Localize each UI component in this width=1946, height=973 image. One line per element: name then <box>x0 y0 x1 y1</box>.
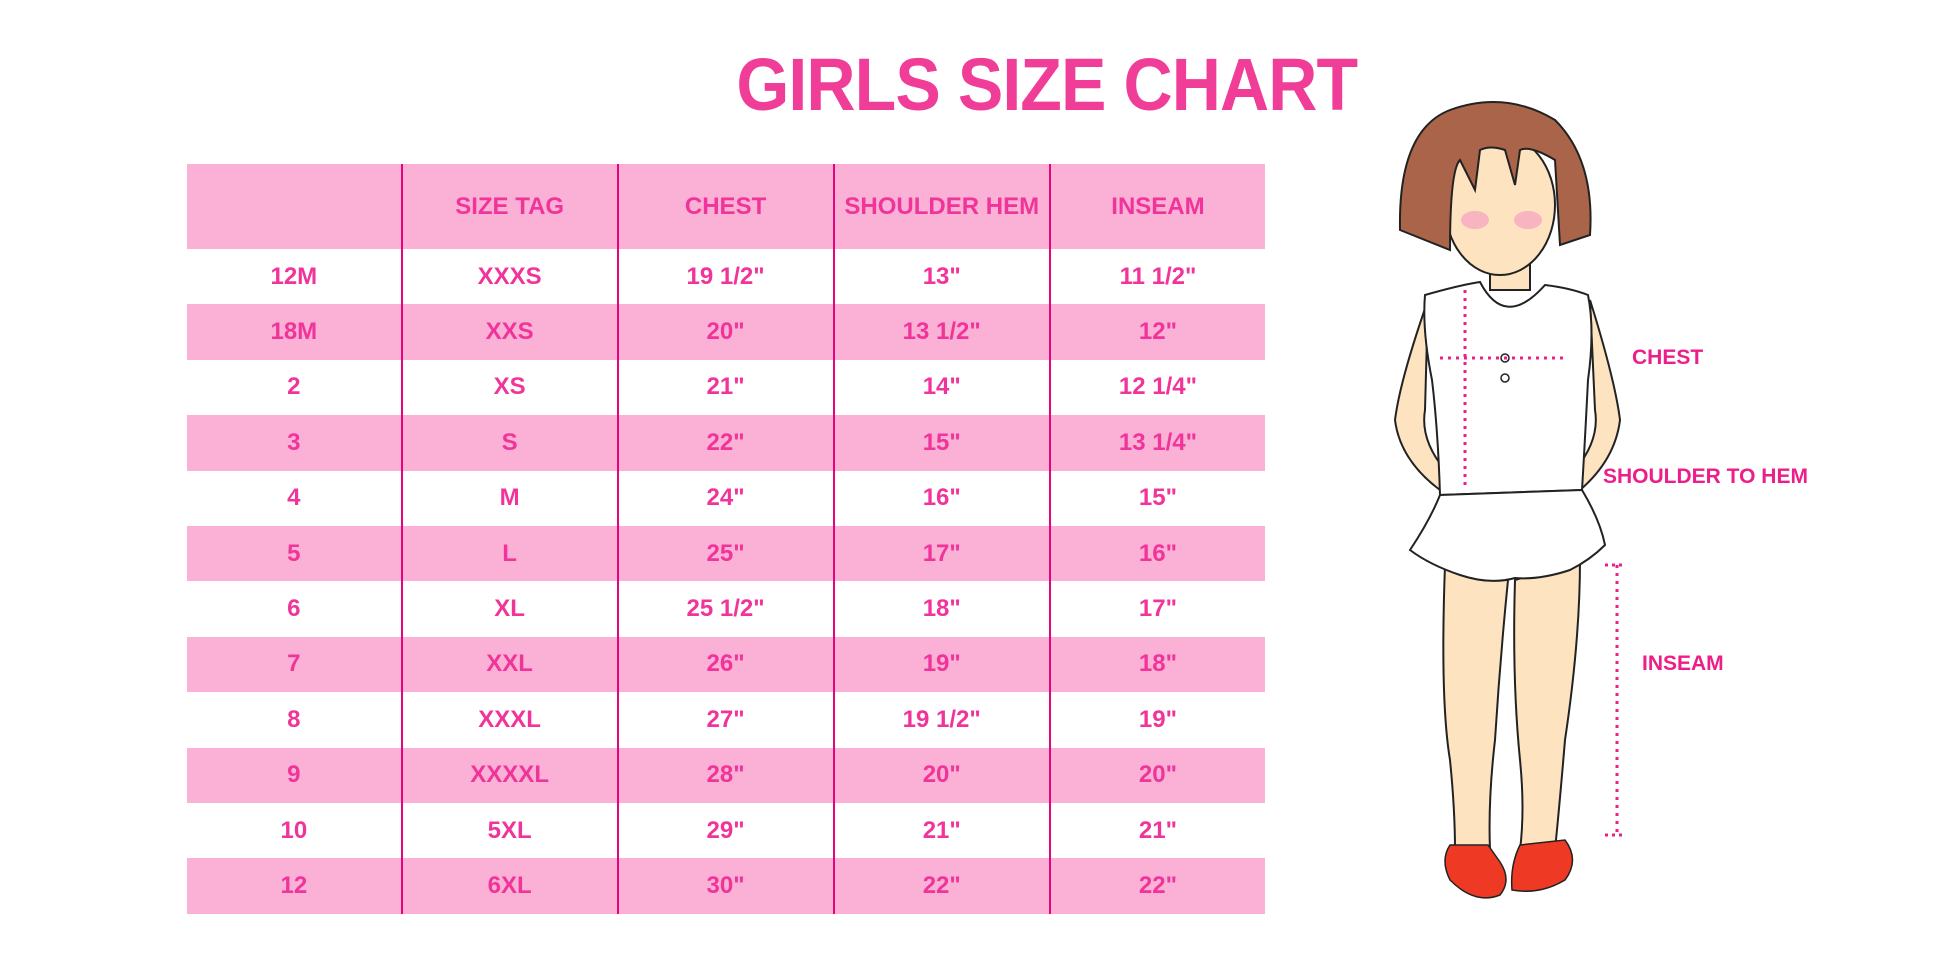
table-cell: 19" <box>832 636 1050 693</box>
table-cell: 5 <box>187 525 402 582</box>
table-cell: 26" <box>616 636 834 693</box>
column-header: SHOULDER HEM <box>832 164 1050 249</box>
table-cell: 19 1/2" <box>616 249 834 305</box>
table-cell: 29" <box>616 802 834 859</box>
table-cell: 8 <box>287 705 301 733</box>
table-row: 10 5XL 29" 21" 21" <box>187 802 1265 859</box>
table-cell: XXXL <box>400 692 618 748</box>
table-cell: XL <box>400 581 618 637</box>
table-cell: 4 <box>287 484 301 512</box>
table-cell: 15" <box>832 415 1050 471</box>
table-row: 18M XXS 20" 13 1/2" 12" <box>187 304 1265 360</box>
table-cell: 12" <box>1048 304 1265 360</box>
table-cell: 30" <box>616 858 834 914</box>
table-cell: 18" <box>832 581 1050 637</box>
table-row: 6 XL 25 1/2" 18" 17" <box>187 581 1265 637</box>
table-cell: 12M <box>270 262 318 290</box>
table-row: 4 M 24" 16" 15" <box>187 470 1265 526</box>
table-row: 3 S 22" 15" 13 1/4" <box>187 415 1265 471</box>
table-row: 9 XXXXL 28" 20" 20" <box>187 747 1265 803</box>
chest-label: CHEST <box>1632 346 1704 369</box>
table-cell: XXS <box>400 304 618 360</box>
table-cell: 22" <box>832 858 1050 914</box>
table-cell: 13" <box>832 249 1050 305</box>
table-row: 12M XXXS 19 1/2" 13" 11 1/2" <box>187 249 1265 305</box>
table-cell: 14" <box>832 359 1050 416</box>
inseam-label: INSEAM <box>1642 652 1724 675</box>
table-cell: 6 <box>287 595 301 623</box>
table-cell: M <box>400 470 618 526</box>
table-cell: 16" <box>832 470 1050 526</box>
table-cell: XXXXL <box>400 747 618 803</box>
table-cell: XXL <box>400 636 618 693</box>
table-cell: 25 1/2" <box>616 581 834 637</box>
table-cell: 17" <box>1048 581 1265 637</box>
page-title: GIRLS SIZE CHART <box>736 43 1358 126</box>
table-row: 2 XS 21" 14" 12 1/4" <box>187 359 1265 416</box>
table-row: 12 6XL 30" 22" 22" <box>187 858 1265 914</box>
table-cell: XS <box>400 359 618 416</box>
table-cell: 27" <box>616 692 834 748</box>
table-cell: 6XL <box>400 858 618 914</box>
table-cell: 19 1/2" <box>832 692 1050 748</box>
column-header: INSEAM <box>1048 164 1265 249</box>
table-cell: 20" <box>832 747 1050 803</box>
table-cell: 9 <box>187 747 402 803</box>
table-cell: 11 1/2" <box>1048 249 1265 305</box>
table-cell: 21" <box>616 359 834 416</box>
table-cell: 7 <box>187 636 402 693</box>
table-header-row: SIZE TAG CHEST SHOULDER HEM INSEAM <box>187 164 1265 249</box>
table-cell: 10 <box>280 816 308 844</box>
table-cell: 16" <box>1048 525 1265 582</box>
table-cell: 20" <box>616 304 834 360</box>
column-header: SIZE TAG <box>400 164 618 249</box>
table-row: 5 L 25" 17" 16" <box>187 525 1265 582</box>
table-cell: 20" <box>1048 747 1265 803</box>
table-cell: 15" <box>1048 470 1265 526</box>
table-cell: 12 <box>187 858 402 914</box>
table-cell: S <box>400 415 618 471</box>
table-cell: L <box>400 525 618 582</box>
table-cell: 3 <box>187 415 402 471</box>
column-header <box>187 164 402 249</box>
table-cell: 18M <box>187 304 402 360</box>
size-chart-table: SIZE TAG CHEST SHOULDER HEM INSEAM 12M XXXS 1… <box>187 164 1265 914</box>
table-cell: 22" <box>616 415 834 471</box>
table-cell: 21" <box>1048 802 1265 859</box>
table-cell: 19" <box>1048 692 1265 748</box>
table-cell: 18" <box>1048 636 1265 693</box>
table-body: 12M XXXS 19 1/2" 13" 11 1/2" 18M XXS 20" 13 1/2"… <box>187 249 1265 914</box>
table-cell: 13 1/2" <box>832 304 1050 360</box>
table-cell: 5XL <box>400 802 618 859</box>
table-cell: 12 1/4" <box>1048 359 1265 416</box>
table-cell: 28" <box>616 747 834 803</box>
table-cell: XXXS <box>400 249 618 305</box>
shoulder-to-hem-label: SHOULDER TO HEM <box>1603 465 1808 488</box>
table-row: 8 XXXL 27" 19 1/2" 19" <box>187 692 1265 748</box>
table-cell: 17" <box>832 525 1050 582</box>
table-row: 7 XXL 26" 19" 18" <box>187 636 1265 693</box>
table-cell: 22" <box>1048 858 1265 914</box>
column-header: CHEST <box>616 164 834 249</box>
table-cell: 13 1/4" <box>1048 415 1265 471</box>
table-cell: 2 <box>287 373 301 401</box>
table-cell: 21" <box>832 802 1050 859</box>
table-cell: 25" <box>616 525 834 582</box>
table-cell: 24" <box>616 470 834 526</box>
